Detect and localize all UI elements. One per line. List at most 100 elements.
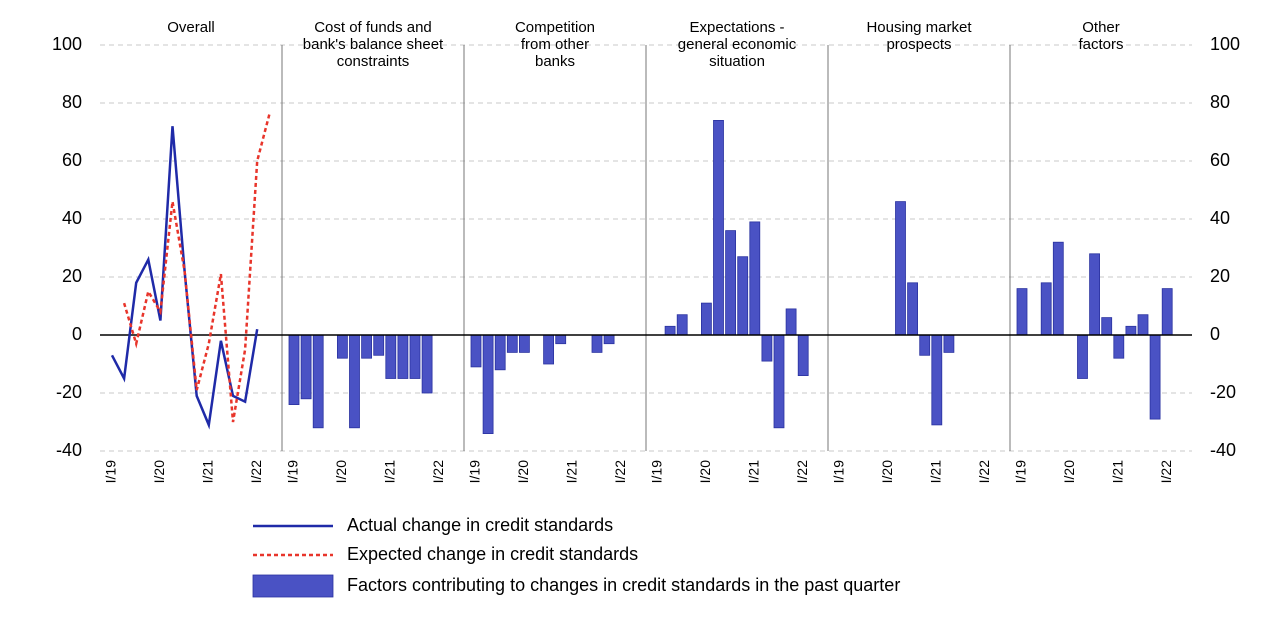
y-tick-label: 80 [62, 92, 82, 112]
bar [288, 334, 300, 405]
bar [336, 334, 348, 359]
legend-swatch [252, 574, 334, 598]
y-tick-label: 0 [72, 324, 82, 344]
panel-title: bank's balance sheet [303, 36, 444, 53]
panel-title: from other [521, 36, 589, 53]
bar [494, 334, 506, 371]
y-tick-label: -20 [56, 382, 82, 402]
x-tick-label: I/22 [794, 460, 810, 484]
bar [713, 120, 724, 336]
y-tick-label: 100 [52, 34, 82, 54]
bar [797, 334, 809, 376]
x-tick-label: I/22 [612, 460, 628, 484]
bar [785, 308, 797, 336]
y2-tick-label: 80 [1210, 92, 1230, 112]
x-tick-label: I/21 [1110, 460, 1126, 484]
bar [1040, 282, 1052, 336]
bar [1137, 314, 1149, 336]
bar [519, 334, 530, 353]
x-tick-label: I/19 [285, 460, 301, 484]
x-tick-label: I/20 [151, 460, 167, 484]
bar [1161, 288, 1173, 336]
bar [312, 334, 324, 429]
bar [591, 334, 603, 353]
bar [1149, 334, 1161, 420]
x-tick-label: I/20 [879, 460, 895, 484]
bar [506, 334, 518, 353]
panel-title: Overall [167, 19, 215, 36]
x-tick-label: I/22 [1158, 460, 1174, 484]
panel-title: banks [535, 53, 575, 70]
x-tick-label: I/21 [746, 460, 762, 484]
bar [761, 334, 773, 362]
y-tick-label: 60 [62, 150, 82, 170]
legend-label: Expected change in credit standards [347, 544, 638, 564]
bar [421, 334, 433, 394]
y-tick-label: -40 [56, 440, 82, 460]
bar [701, 302, 712, 336]
x-tick-label: I/20 [515, 460, 531, 484]
panel-title: Cost of funds and [314, 19, 432, 36]
bar [737, 256, 749, 336]
x-tick-label: I/22 [430, 460, 446, 484]
y2-tick-label: 20 [1210, 266, 1230, 286]
bar [749, 221, 761, 336]
y2-tick-label: -40 [1210, 440, 1236, 460]
bar [895, 201, 906, 336]
bar [1052, 241, 1064, 336]
legend-label: Factors contributing to changes in credi… [347, 575, 900, 595]
panel-title: Expectations - [689, 19, 784, 36]
bar [773, 334, 785, 429]
bar [555, 334, 567, 345]
bar [919, 334, 931, 356]
y2-tick-label: 0 [1210, 324, 1220, 344]
x-tick-label: I/20 [333, 460, 349, 484]
y-tick-label: 20 [62, 266, 82, 286]
bar [385, 334, 397, 379]
bar [482, 334, 494, 434]
x-tick-label: I/20 [697, 460, 713, 484]
panel-title: prospects [886, 36, 951, 53]
x-tick-label: I/21 [564, 460, 580, 484]
bar [1089, 253, 1100, 336]
bar [1016, 288, 1028, 336]
panel-title: Housing market [866, 19, 972, 36]
bar [676, 314, 688, 336]
x-tick-label: I/21 [928, 460, 944, 484]
legend-label: Actual change in credit standards [347, 515, 613, 535]
bar [361, 334, 373, 359]
bar [603, 334, 615, 345]
bar [907, 282, 918, 336]
panel-title: Competition [515, 19, 595, 36]
y2-tick-label: 100 [1210, 34, 1240, 54]
bar [349, 334, 360, 429]
x-tick-label: I/19 [467, 460, 483, 484]
y2-tick-label: 60 [1210, 150, 1230, 170]
x-tick-label: I/19 [1013, 460, 1029, 484]
bar [1113, 334, 1125, 359]
x-tick-label: I/21 [200, 460, 216, 484]
x-tick-label: I/20 [1061, 460, 1077, 484]
y2-tick-label: 40 [1210, 208, 1230, 228]
panel-title: situation [709, 53, 765, 70]
panel-title: general economic [678, 36, 797, 53]
bar [397, 334, 409, 379]
bar [1101, 317, 1113, 336]
x-tick-label: I/19 [831, 460, 847, 484]
bar [543, 334, 554, 365]
bar [725, 230, 736, 336]
bar [931, 334, 943, 426]
x-tick-label: I/19 [649, 460, 665, 484]
x-tick-label: I/19 [103, 460, 119, 484]
bar [470, 334, 482, 368]
bar [409, 334, 421, 379]
bar [943, 334, 955, 353]
x-tick-label: I/22 [248, 460, 264, 484]
y-tick-label: 40 [62, 208, 82, 228]
y2-tick-label: -20 [1210, 382, 1236, 402]
line-series [122, 114, 271, 423]
panel-title: factors [1078, 36, 1123, 53]
bar [664, 325, 676, 336]
panel-title: constraints [337, 53, 410, 70]
